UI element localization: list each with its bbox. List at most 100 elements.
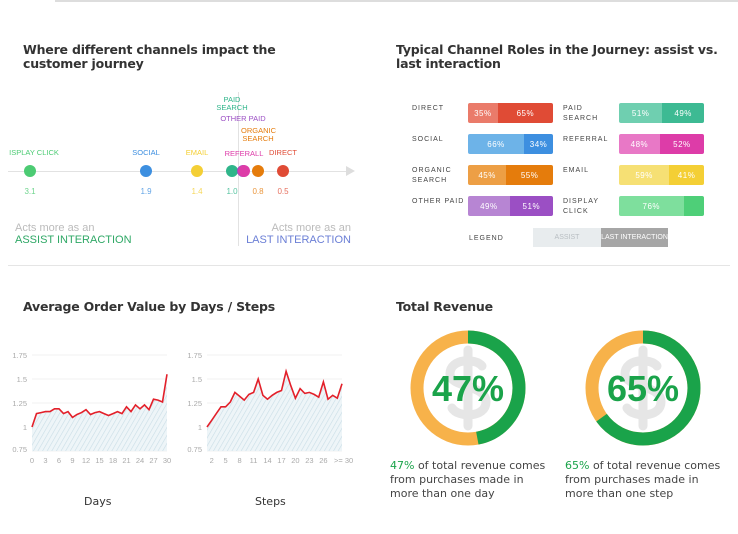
- x-tick-label: >= 30: [334, 456, 353, 465]
- x-tick-label: 8: [238, 456, 242, 465]
- axis-line: [8, 171, 348, 172]
- channel-label: EMAIL: [185, 148, 209, 157]
- x-tick-label: 5: [224, 456, 228, 465]
- role-bar: 45% 55%: [468, 165, 553, 185]
- role-bar: 48% 52%: [619, 134, 704, 154]
- aov-title: Average Order Value by Days / Steps: [23, 299, 275, 314]
- x-tick-label: 23: [305, 456, 313, 465]
- x-tick-label: 12: [82, 456, 90, 465]
- role-bar: 59% 41%: [619, 165, 704, 185]
- assist-label: ASSIST INTERACTION: [15, 234, 132, 246]
- y-tick-label: 1: [198, 423, 202, 432]
- x-tick-label: 26: [319, 456, 327, 465]
- roles-title: Typical Channel Roles in the Journey: as…: [396, 42, 718, 71]
- legend-label: LEGEND: [469, 235, 504, 242]
- channel-value: 1.4: [191, 187, 203, 196]
- x-tick-label: 9: [70, 456, 74, 465]
- x-tick-label: 0: [30, 456, 34, 465]
- assist-segment: 76%: [619, 196, 684, 216]
- channel-label: REFERALL: [224, 149, 264, 158]
- channel-dot: [277, 165, 289, 177]
- x-tick-label: 6: [57, 456, 61, 465]
- section-divider: [8, 265, 730, 266]
- caption-text: of total revenue comes from purchases ma…: [565, 459, 721, 500]
- y-tick-label: 1.75: [187, 351, 202, 360]
- channel-dot: [226, 165, 238, 177]
- x-tick-label: 15: [95, 456, 103, 465]
- legend: ASSIST LAST INTERACTION: [533, 228, 668, 247]
- role-bar: 51% 49%: [619, 103, 704, 123]
- x-tick-label: 17: [277, 456, 285, 465]
- x-tick-label: 24: [136, 456, 144, 465]
- y-tick-label: 1: [23, 423, 27, 432]
- role-bar: 76%: [619, 196, 704, 216]
- assist-segment: 66%: [468, 134, 525, 154]
- donut-share: [410, 330, 526, 446]
- x-tick-label: 27: [149, 456, 157, 465]
- last-label: LAST INTERACTION: [246, 234, 351, 246]
- y-tick-label: 1.75: [12, 351, 27, 360]
- role-label: REFERRAL: [563, 136, 609, 143]
- channel-dot: [24, 165, 36, 177]
- last-segment: 49%: [662, 103, 704, 123]
- caption-text: of total revenue comes from purchases ma…: [390, 459, 546, 500]
- dollar-icon: [445, 345, 491, 431]
- x-tick-label: 11: [250, 456, 258, 465]
- channel-value: 1.9: [140, 187, 152, 196]
- channel-value: 0.8: [252, 187, 264, 196]
- revenue-caption-days: 47% of total revenue comes from purchase…: [390, 459, 550, 501]
- y-tick-label: 0.75: [187, 445, 202, 454]
- caption-pct: 47%: [390, 459, 415, 472]
- assist-segment: 35%: [468, 103, 498, 123]
- last-segment: 55%: [506, 165, 553, 185]
- series-line: [31, 374, 168, 428]
- channel-label: ISPLAY CLICK: [9, 148, 59, 157]
- x-tick-label: 3: [43, 456, 47, 465]
- days-label: Days: [84, 495, 112, 508]
- top-border: [55, 0, 738, 2]
- channel-label: PAID SEARCH: [216, 95, 248, 112]
- role-label: OTHER PAID: [412, 198, 465, 205]
- revenue-caption-steps: 65% of total revenue comes from purchase…: [565, 459, 725, 501]
- channel-value: 1.0: [226, 187, 238, 196]
- x-tick-label: 30: [163, 456, 171, 465]
- donut-center-value: 47%: [432, 368, 504, 409]
- role-label: DIRECT: [412, 105, 445, 112]
- channel-dot: [238, 165, 250, 177]
- role-label: PAID SEARCH: [563, 105, 599, 122]
- assist-segment: 51%: [619, 103, 663, 123]
- role-label: EMAIL: [563, 167, 590, 174]
- dollar-icon: [620, 345, 666, 431]
- area-fill: [32, 374, 167, 451]
- channel-value: 3.1: [24, 187, 36, 196]
- assist-segment: 59%: [619, 165, 670, 185]
- x-tick-label: 14: [263, 456, 271, 465]
- legend-last: LAST INTERACTION: [601, 228, 668, 247]
- assist-pre: Acts more as an: [15, 222, 95, 234]
- x-tick-label: 21: [122, 456, 130, 465]
- y-tick-label: 1.25: [187, 399, 202, 408]
- channel-label: DIRECT: [269, 148, 297, 157]
- journey-title: Where different channels impact the cust…: [23, 42, 276, 71]
- channel-value: 0.5: [277, 187, 289, 196]
- assist-segment: 45%: [468, 165, 507, 185]
- revenue-title: Total Revenue: [396, 299, 493, 314]
- x-tick-label: 18: [109, 456, 117, 465]
- last-segment: 65%: [497, 103, 553, 123]
- role-bar: 35% 65%: [468, 103, 553, 123]
- x-tick-label: 20: [291, 456, 299, 465]
- arrow-icon: [346, 166, 355, 176]
- area-fill: [207, 371, 342, 451]
- role-bar: 66% 34%: [468, 134, 553, 154]
- donut-center-value: 65%: [607, 368, 679, 409]
- donut-share: [585, 330, 701, 446]
- channel-dot: [140, 165, 152, 177]
- y-tick-label: 1.25: [12, 399, 27, 408]
- last-segment: [683, 196, 704, 216]
- channel-dot: [252, 165, 264, 177]
- legend-assist: ASSIST: [533, 228, 601, 247]
- last-segment: 51%: [509, 196, 553, 216]
- y-tick-label: 1.5: [192, 375, 202, 384]
- steps-label: Steps: [255, 495, 286, 508]
